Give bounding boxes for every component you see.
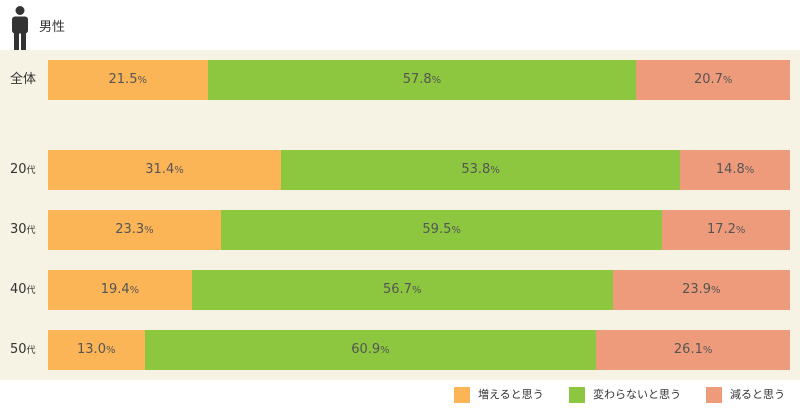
data-label: 20.7: [693, 72, 723, 87]
bar-segment-same: 60.9%: [144, 330, 597, 370]
row-label-suffix: 代: [26, 226, 36, 236]
data-label: 59.5: [422, 222, 452, 237]
data-label: 19.4: [100, 282, 130, 297]
data-label-unit: %: [144, 225, 154, 236]
row-label-main: 50: [10, 342, 27, 357]
stacked-bar: 31.4% 53.8% 14.8%: [48, 150, 790, 190]
data-label-unit: %: [105, 345, 116, 356]
stacked-bar: 13.0% 60.9% 26.1%: [48, 330, 790, 370]
row-label: 50代: [10, 330, 36, 370]
bar-segment-decrease: 17.2%: [662, 210, 790, 250]
bar-segment-increase: 19.4%: [48, 270, 192, 310]
data-label-unit: %: [702, 345, 713, 356]
male-person-icon: [12, 6, 28, 50]
legend-swatch-decrease: [706, 387, 722, 403]
row-label: 30代: [10, 210, 36, 250]
data-label: 57.8: [402, 72, 432, 87]
row-label: 20代: [10, 150, 36, 190]
row-label-main: 全体: [10, 72, 37, 87]
row-label: 40代: [10, 270, 36, 310]
data-label-unit: %: [431, 75, 442, 86]
bar-segment-decrease: 26.1%: [596, 330, 790, 370]
bar-segment-same: 56.7%: [191, 270, 613, 310]
data-label-unit: %: [490, 165, 500, 176]
bar-segment-same: 59.5%: [220, 210, 663, 250]
chart-header: 男性: [0, 0, 800, 50]
data-label-unit: %: [451, 225, 461, 236]
bar-segment-increase: 21.5%: [48, 60, 208, 100]
row-label-suffix: 代: [26, 346, 36, 356]
data-label: 17.2: [706, 222, 736, 237]
row-label: 全体: [10, 60, 36, 100]
chart-title: 男性: [39, 20, 66, 35]
bar-segment-decrease: 14.8%: [680, 150, 790, 190]
bar-segment-decrease: 20.7%: [636, 60, 790, 100]
data-label: 60.9: [351, 342, 381, 357]
row-label-main: 20: [10, 162, 27, 177]
row-label-main: 30: [10, 222, 27, 237]
data-label-unit: %: [711, 285, 721, 296]
row-label-suffix: 代: [26, 286, 36, 296]
data-label: 23.3: [115, 222, 145, 237]
data-label-unit: %: [722, 75, 733, 86]
stacked-bar: 19.4% 56.7% 23.9%: [48, 270, 790, 310]
data-label-unit: %: [411, 285, 422, 296]
legend-swatch-increase: [454, 387, 470, 403]
data-label-unit: %: [137, 75, 147, 86]
data-label: 14.8: [715, 162, 745, 177]
bar-segment-same: 53.8%: [281, 150, 681, 190]
bar-segment-decrease: 23.9%: [612, 270, 790, 310]
data-label-unit: %: [744, 165, 755, 176]
legend: 増えると思う 変わらないと思う 減ると思う: [0, 386, 800, 404]
data-label: 56.7: [383, 282, 412, 297]
legend-label-same: 変わらないと思う: [593, 388, 681, 401]
data-label-unit: %: [129, 285, 140, 296]
stacked-bar: 21.5% 57.8% 20.7%: [48, 60, 790, 100]
row-label-suffix: 代: [26, 166, 36, 176]
bar-segment-same: 57.8%: [207, 60, 637, 100]
data-label: 26.1: [673, 342, 703, 357]
data-label: 13.0: [77, 342, 106, 357]
data-label: 31.4: [145, 162, 175, 177]
data-label-unit: %: [380, 345, 390, 356]
data-label-unit: %: [735, 225, 746, 236]
legend-label-decrease: 減ると思う: [730, 388, 785, 401]
bar-segment-increase: 31.4%: [48, 150, 281, 190]
bar-segment-increase: 23.3%: [48, 210, 221, 250]
data-label: 53.8: [461, 162, 491, 177]
data-label-unit: %: [174, 165, 184, 176]
legend-label-increase: 増えると思う: [478, 388, 544, 401]
stacked-bar: 23.3% 59.5% 17.2%: [48, 210, 790, 250]
legend-swatch-same: [569, 387, 585, 403]
row-label-main: 40: [10, 282, 27, 297]
bar-segment-increase: 13.0%: [48, 330, 145, 370]
data-label: 23.9: [682, 282, 712, 297]
data-label: 21.5: [108, 72, 138, 87]
